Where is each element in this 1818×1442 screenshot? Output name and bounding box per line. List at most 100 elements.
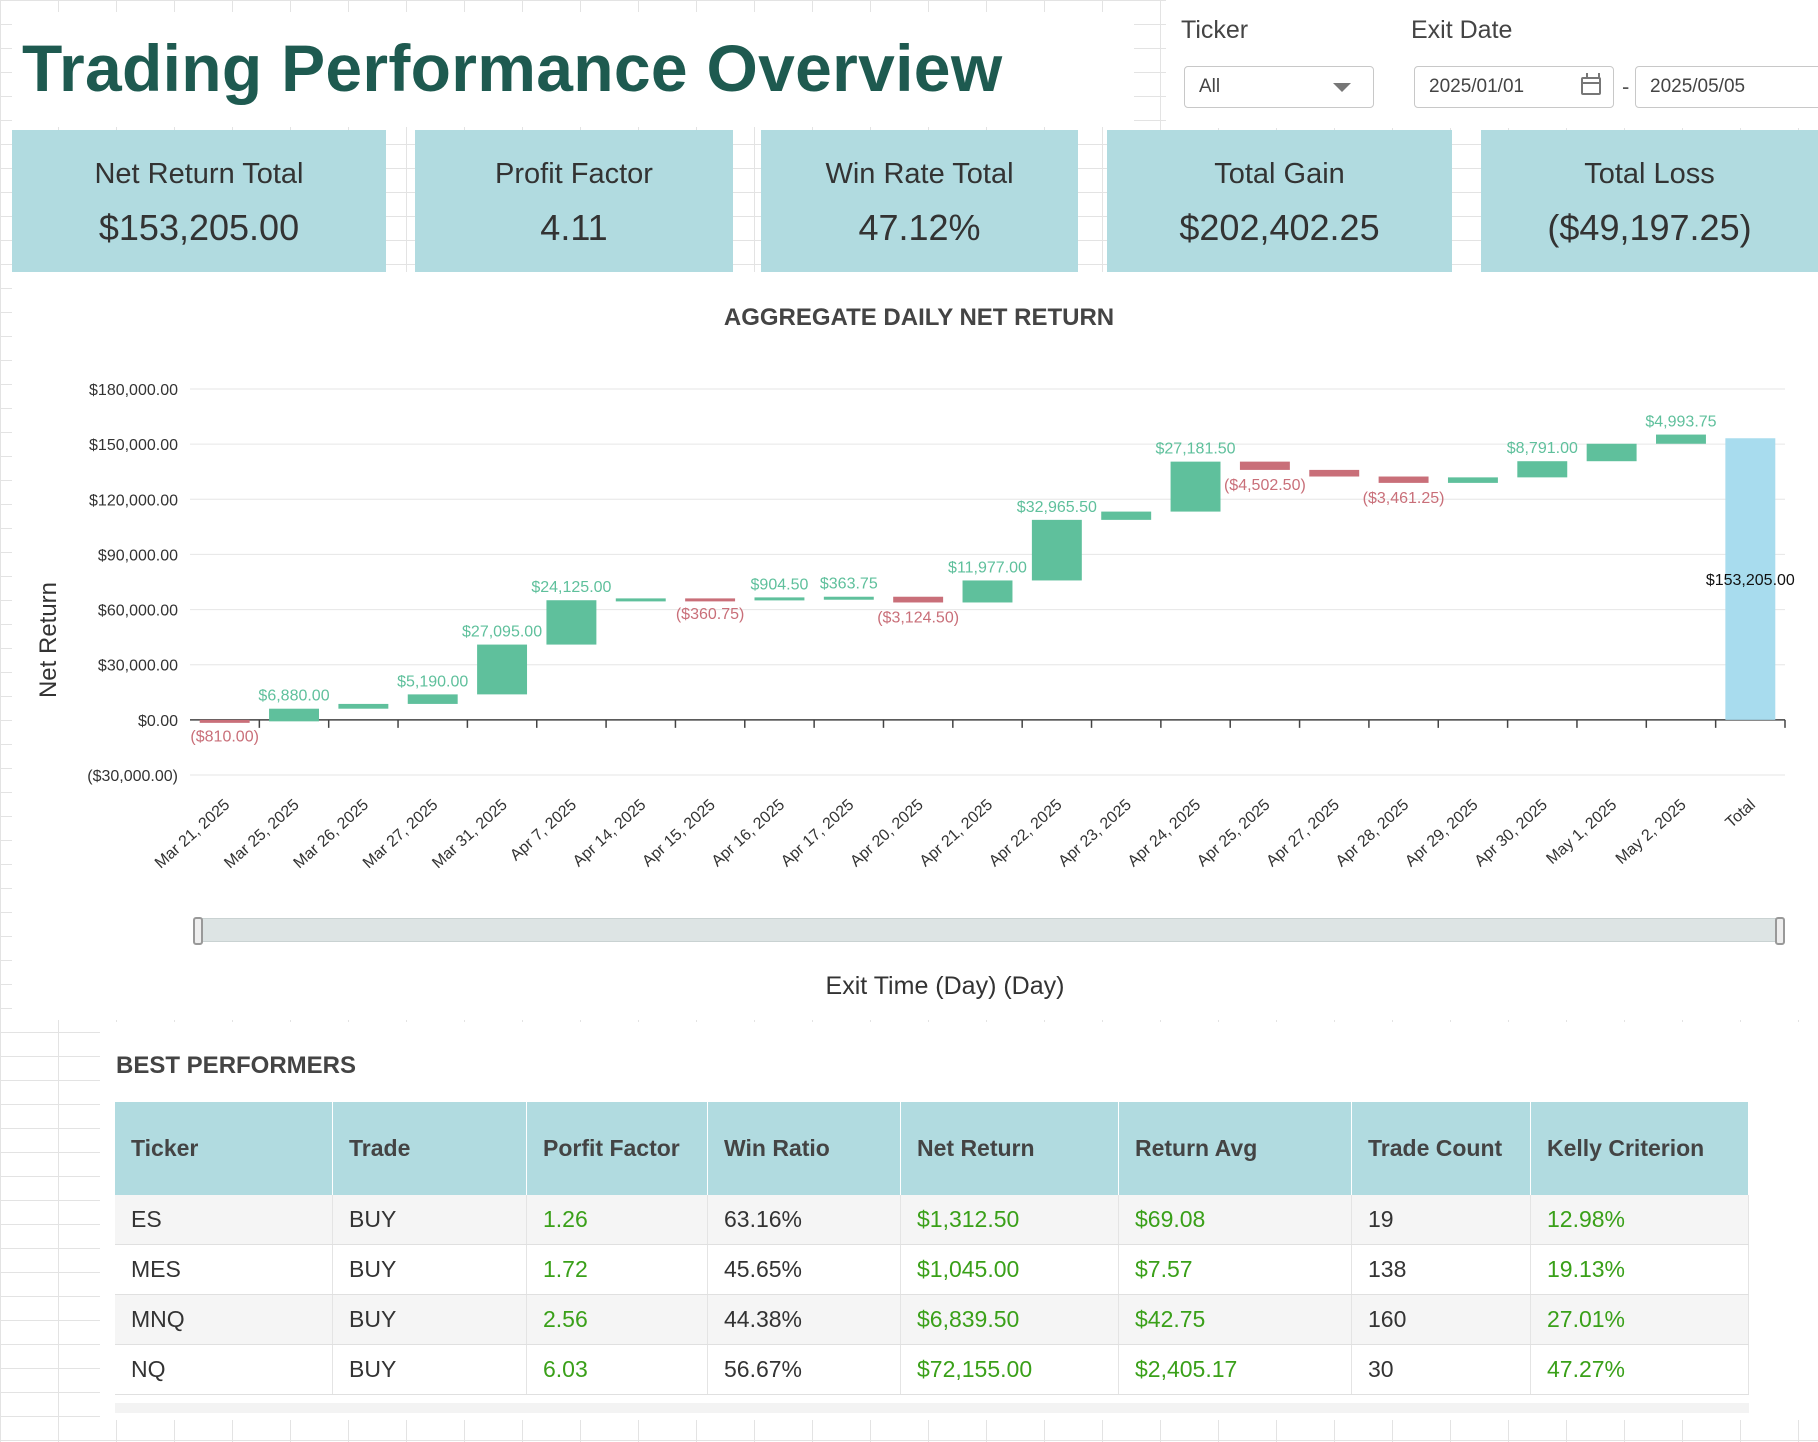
chart-range-scrollbar[interactable] [193, 917, 1785, 945]
cell-trade-count: 138 [1351, 1244, 1531, 1295]
table-row[interactable]: ES BUY 1.26 63.16% $1,312.50 $69.08 19 1… [115, 1195, 1749, 1245]
x-tick-label: Apr 22, 2025 [986, 796, 1066, 870]
waterfall-bar [546, 600, 597, 645]
waterfall-bar [1586, 443, 1637, 462]
column-header-win-ratio[interactable]: Win Ratio [707, 1102, 901, 1195]
data-label: $32,965.50 [1017, 499, 1097, 516]
data-label: $11,977.00 [948, 559, 1027, 576]
x-axis-title: Exit Time (Day) (Day) [825, 972, 1065, 1000]
column-header-return-avg[interactable]: Return Avg [1118, 1102, 1352, 1195]
x-tick-label: Mar 31, 2025 [429, 796, 511, 872]
date-from-input[interactable]: 2025/01/01 [1414, 66, 1614, 108]
kpi-value: 4.11 [540, 207, 608, 248]
waterfall-bar [1031, 519, 1082, 581]
column-header-trade[interactable]: Trade [332, 1102, 527, 1195]
cell-ticker: NQ [115, 1344, 333, 1395]
cell-win-ratio: 44.38% [707, 1294, 901, 1345]
waterfall-bar [1309, 469, 1360, 477]
data-label: $904.50 [751, 576, 809, 593]
x-tick-label: Apr 29, 2025 [1402, 796, 1482, 870]
column-header-trade-count[interactable]: Trade Count [1351, 1102, 1531, 1195]
ticker-dropdown[interactable]: All [1184, 66, 1374, 108]
kpi-label: Net Return Total [94, 158, 304, 190]
kpi-label: Total Loss [1584, 158, 1715, 190]
cell-return-avg: $42.75 [1118, 1294, 1352, 1345]
column-header-ticker[interactable]: Ticker [115, 1102, 333, 1195]
ticker-dropdown-value: All [1199, 76, 1221, 97]
range-end-handle[interactable] [1775, 917, 1785, 945]
kpi-label: Win Rate Total [825, 158, 1014, 190]
x-tick-label: Apr 28, 2025 [1333, 796, 1413, 870]
cell-ticker: MNQ [115, 1294, 333, 1345]
cell-return-avg: $2,405.17 [1118, 1344, 1352, 1395]
x-tick-label: Apr 23, 2025 [1055, 796, 1135, 870]
cell-kelly-criterion: 27.01% [1530, 1294, 1749, 1345]
range-start-handle[interactable] [193, 917, 203, 945]
cell-return-avg: $7.57 [1118, 1244, 1352, 1295]
waterfall-bar [199, 719, 250, 723]
cell-return-avg: $69.08 [1118, 1195, 1352, 1245]
data-label: ($360.75) [676, 606, 745, 623]
date-to-input[interactable]: 2025/05/05 [1635, 66, 1818, 108]
x-tick-label: Apr 7, 2025 [507, 796, 580, 864]
table-partial-row [115, 1403, 1749, 1413]
cell-profit-factor: 2.56 [526, 1294, 708, 1345]
column-header-net-return[interactable]: Net Return [900, 1102, 1119, 1195]
data-label: ($3,124.50) [877, 609, 959, 626]
x-tick-label: Apr 14, 2025 [570, 796, 650, 870]
cell-trade: BUY [332, 1244, 527, 1295]
cell-trade-count: 160 [1351, 1294, 1531, 1345]
column-header-kelly-criterion[interactable]: Kelly Criterion [1530, 1102, 1749, 1195]
table-row[interactable]: MNQ BUY 2.56 44.38% $6,839.50 $42.75 160… [115, 1294, 1749, 1345]
data-label: $4,993.75 [1645, 414, 1716, 431]
cell-net-return: $6,839.50 [900, 1294, 1119, 1345]
table-row[interactable]: MES BUY 1.72 45.65% $1,045.00 $7.57 138 … [115, 1244, 1749, 1295]
kpi-value: $202,402.25 [1179, 207, 1380, 248]
waterfall-bar [1239, 461, 1290, 470]
waterfall-bar [1725, 438, 1776, 720]
waterfall-chart[interactable]: ($30,000.00) $0.00 $30,000.00 $60,000.00 $90… [0, 0, 1818, 1000]
x-tick-label: May 2, 2025 [1613, 796, 1690, 868]
kpi-label: Profit Factor [495, 158, 653, 190]
data-label: $27,181.50 [1156, 441, 1236, 458]
cell-ticker: ES [115, 1195, 333, 1245]
x-tick-label: Apr 25, 2025 [1194, 796, 1274, 870]
x-tick-label: Apr 24, 2025 [1125, 796, 1205, 870]
cell-win-ratio: 63.16% [707, 1195, 901, 1245]
cell-net-return: $1,312.50 [900, 1195, 1119, 1245]
cell-trade: BUY [332, 1344, 527, 1395]
waterfall-bar [1447, 477, 1498, 483]
cell-net-return: $72,155.00 [900, 1344, 1119, 1395]
cell-kelly-criterion: 47.27% [1530, 1344, 1749, 1395]
x-tick-label: Apr 15, 2025 [639, 796, 719, 870]
best-performers-title: BEST PERFORMERS [116, 1052, 357, 1079]
kpi-value: ($49,197.25) [1547, 207, 1752, 248]
ticker-filter-label: Ticker [1181, 16, 1249, 44]
waterfall-bar [615, 598, 666, 602]
x-tick-label: May 1, 2025 [1543, 796, 1620, 868]
data-label: $6,880.00 [258, 688, 329, 705]
waterfall-bar [477, 644, 528, 695]
data-label: ($810.00) [190, 728, 259, 745]
kpi-net-return-total: Net Return Total $153,205.00 [12, 130, 386, 272]
exit-date-label: Exit Date [1411, 16, 1513, 44]
waterfall-bar [1517, 461, 1568, 478]
waterfall-bar [269, 708, 319, 722]
calendar-icon[interactable] [1581, 73, 1601, 95]
best-performers-table: Ticker Trade Porfit Factor Win Ratio Net… [115, 1102, 1749, 1395]
cell-trade: BUY [332, 1195, 527, 1245]
y-tick-label: $30,000.00 [98, 658, 178, 675]
y-tick-label: $90,000.00 [98, 547, 178, 564]
kpi-total-gain: Total Gain $202,402.25 [1107, 130, 1452, 272]
table-row[interactable]: NQ BUY 6.03 56.67% $72,155.00 $2,405.17 … [115, 1344, 1749, 1395]
cell-profit-factor: 6.03 [526, 1344, 708, 1395]
cell-trade-count: 30 [1351, 1344, 1531, 1395]
x-tick-label: Apr 16, 2025 [709, 796, 789, 870]
waterfall-bar [823, 596, 874, 600]
column-header-profit-factor[interactable]: Porfit Factor [526, 1102, 708, 1195]
page-title: Trading Performance Overview [22, 31, 1003, 105]
waterfall-bar [962, 580, 1013, 603]
waterfall-bar [407, 694, 458, 704]
kpi-total-loss: Total Loss ($49,197.25) [1481, 130, 1818, 272]
chart-title: AGGREGATE DAILY NET RETURN [723, 304, 1115, 331]
